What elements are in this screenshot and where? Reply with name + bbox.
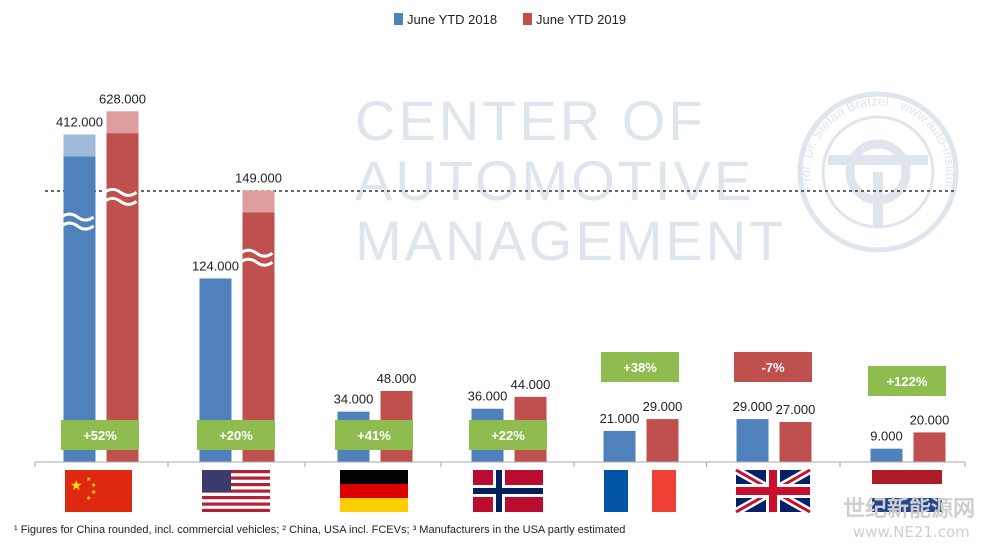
value-label-china-2019: 628.000 (99, 91, 146, 106)
change-badge-uk (734, 352, 812, 382)
axis-break-mark (103, 196, 138, 206)
change-badge-norway (469, 420, 547, 450)
bar-uk-2018 (736, 419, 769, 462)
bar-france-2018 (603, 430, 636, 462)
watermark-line-2: AUTOMOTIVE (355, 149, 754, 212)
change-badge-text-usa: +20% (219, 428, 253, 443)
change-badge-text-netherlands: +122% (887, 374, 928, 389)
flag-usa (202, 470, 270, 512)
axis-break-mark (103, 187, 138, 197)
svg-text:★: ★ (70, 478, 83, 494)
flag-uk (734, 466, 812, 516)
site-watermark: 世纪新能源网 www.NE21.com (843, 496, 975, 541)
value-label-germany-2018: 34.000 (334, 392, 374, 407)
legend-label-2018: June YTD 2018 (407, 12, 497, 27)
value-label-uk-2018: 29.000 (733, 399, 773, 414)
bar-usa-2019 (242, 190, 275, 463)
change-badge-netherlands (868, 366, 946, 396)
bar-france-2019 (646, 419, 679, 462)
bar-break-cap-usa-2019 (242, 190, 275, 213)
axis-break-mark (60, 212, 95, 222)
change-badge-text-germany: +41% (357, 428, 391, 443)
change-badges-layer: +52% +20% +41% +22% +38% -7% +122% (61, 352, 946, 450)
axis-break-mark (60, 221, 95, 231)
svg-text:★: ★ (91, 482, 96, 489)
value-label-norway-2018: 36.000 (468, 389, 508, 404)
svg-text:★: ★ (86, 476, 91, 483)
value-label-usa-2019: 149.000 (235, 170, 282, 185)
svg-text:★: ★ (91, 489, 96, 496)
bar-netherlands-2019 (913, 432, 946, 462)
change-badge-china (61, 420, 139, 450)
bar-break-cap-china-2019 (106, 111, 139, 134)
flags: ★ ★ ★ ★ ★ (65, 466, 942, 516)
flag-china: ★ ★ ★ ★ ★ (65, 470, 132, 512)
value-label-usa-2018: 124.000 (192, 258, 239, 273)
value-label-germany-2019: 48.000 (377, 371, 417, 386)
legend-swatch-2019 (523, 13, 532, 25)
footnote: ¹ Figures for China rounded, incl. comme… (14, 524, 625, 536)
bar-uk-2019 (779, 422, 812, 462)
watermark-line-1: CENTER OF (355, 89, 706, 152)
site-logo-text: 世纪新能源网 (843, 496, 975, 522)
change-badge-text-china: +52% (83, 428, 117, 443)
flag-netherlands (872, 470, 942, 512)
watermark-line-3: MANAGEMENT (355, 209, 786, 272)
bar-break-cap-china-2018 (63, 134, 96, 157)
bar-china-2018 (63, 134, 96, 462)
value-label-france-2019: 29.000 (643, 399, 683, 414)
bars-layer: 412.000 628.000 124.000 149.000 34.00048.000… (56, 91, 950, 463)
axis-break-mark (239, 257, 274, 267)
flag-germany (340, 470, 408, 512)
watermark: CENTER OF AUTOMOTIVE MANAGEMENT Prof. Dr… (0, 0, 959, 272)
change-badge-text-france: +38% (623, 360, 657, 375)
x-axis-ticks (34, 462, 966, 467)
value-label-netherlands-2019: 20.000 (910, 412, 950, 427)
flag-france (604, 470, 676, 512)
bar-china-2019 (106, 111, 139, 463)
flag-norway (473, 470, 543, 512)
value-label-china-2018: 412.000 (56, 115, 103, 130)
svg-text:★: ★ (86, 495, 91, 502)
legend-label-2019: June YTD 2019 (536, 12, 626, 27)
value-label-france-2018: 21.000 (600, 411, 640, 426)
value-label-uk-2019: 27.000 (776, 402, 816, 417)
change-badge-france (601, 352, 679, 382)
value-label-norway-2019: 44.000 (511, 377, 551, 392)
change-badge-usa (197, 420, 275, 450)
change-badge-text-norway: +22% (491, 428, 525, 443)
site-url-text: www.NE21.com (853, 523, 970, 541)
change-badge-germany (335, 420, 413, 450)
bar-netherlands-2018 (870, 448, 903, 462)
axis-break-mark (239, 248, 274, 258)
legend: June YTD 2018 June YTD 2019 (394, 12, 626, 27)
change-badge-text-uk: -7% (761, 360, 785, 375)
value-label-netherlands-2018: 9.000 (870, 429, 903, 444)
legend-swatch-2018 (394, 13, 403, 25)
